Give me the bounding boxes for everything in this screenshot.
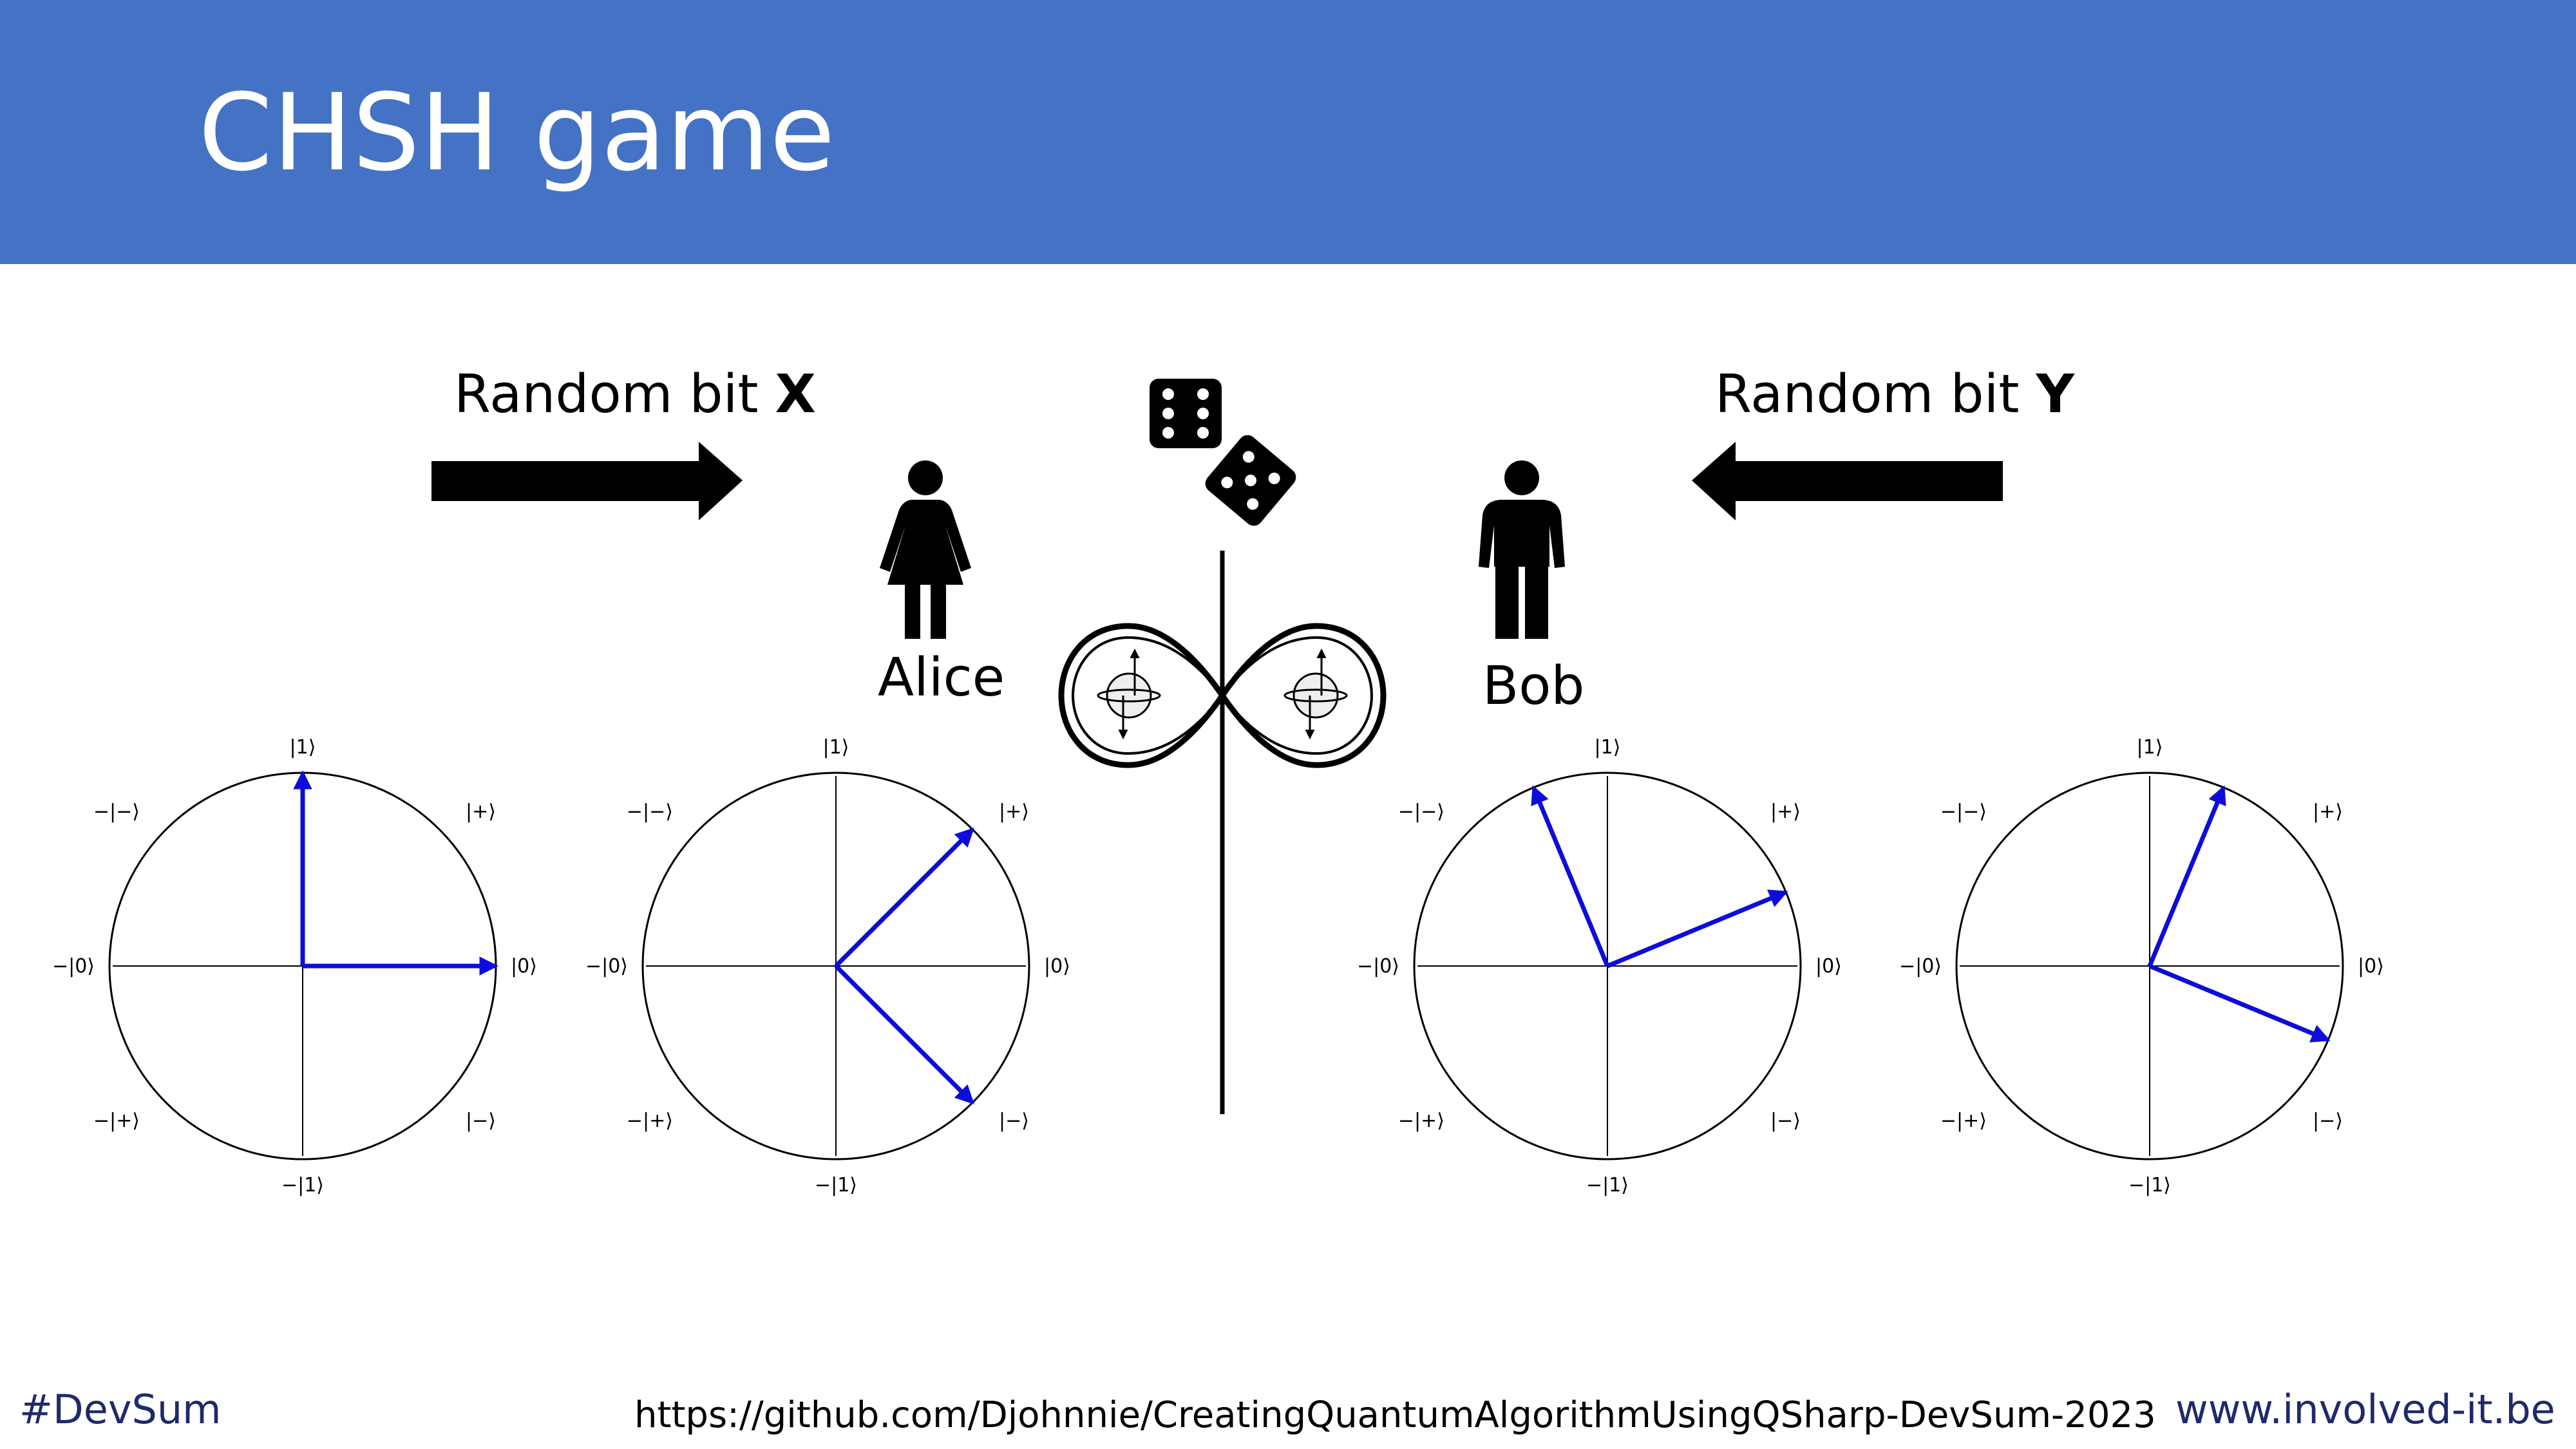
arrow-right-icon (431, 442, 743, 520)
basis-vector-2 (1531, 785, 1610, 967)
slide-title: CHSH game (198, 71, 835, 194)
footer-website[interactable]: www.involved-it.be (2175, 1386, 2555, 1433)
state-label-one: |1⟩ (290, 736, 316, 759)
dice-icon (1150, 379, 1296, 526)
state-label-zero: |0⟩ (2358, 955, 2384, 978)
man-icon (1479, 460, 1565, 639)
basis-diagram-2: |1⟩ −|1⟩ |0⟩ −|0⟩ |+⟩ −|−⟩ |−⟩ −|+⟩ (585, 736, 1070, 1197)
state-label-neg-minus: −|−⟩ (93, 800, 140, 823)
unit-circle (641, 772, 1030, 1160)
state-label-neg-plus: −|+⟩ (93, 1110, 140, 1132)
bob-input-prefix: Random bit (1715, 364, 2036, 425)
alice-input-label: Random bit X (454, 364, 816, 425)
state-label-zero: |0⟩ (1815, 955, 1842, 978)
unit-circle (1413, 772, 1802, 1160)
state-label-neg-zero: −|0⟩ (52, 955, 95, 978)
state-label-neg-minus: −|−⟩ (627, 800, 673, 823)
state-label-neg-minus: −|−⟩ (1940, 800, 1987, 823)
bob-input-label: Random bit Y (1715, 364, 2074, 425)
state-label-plus: |+⟩ (2313, 800, 2343, 823)
arrow-left-icon (1692, 442, 2003, 520)
basis-vector-2 (834, 964, 974, 1104)
unit-circle (1955, 772, 2344, 1160)
entanglement-icon (1058, 623, 1387, 768)
alice-input-bit: X (775, 364, 816, 425)
state-label-one: |1⟩ (823, 736, 849, 759)
state-label-neg-plus: −|+⟩ (1940, 1110, 1987, 1132)
bob-input-bit: Y (2036, 364, 2074, 425)
state-label-plus: |+⟩ (466, 800, 496, 823)
footer-hashtag-text: #DevSum (19, 1386, 222, 1433)
basis-diagram-4: |1⟩ −|1⟩ |0⟩ −|0⟩ |+⟩ −|−⟩ |−⟩ −|+⟩ (1899, 736, 2384, 1197)
alice-name: Alice (878, 647, 1005, 708)
basis-vector-1 (2147, 785, 2226, 967)
state-label-minus: |−⟩ (1770, 1110, 1801, 1132)
state-label-neg-zero: −|0⟩ (585, 955, 628, 978)
footer-hashtag: #DevSum (19, 1386, 222, 1433)
state-label-minus: |−⟩ (999, 1110, 1029, 1132)
basis-diagram-3: |1⟩ −|1⟩ |0⟩ −|0⟩ |+⟩ −|−⟩ |−⟩ −|+⟩ (1357, 736, 1842, 1197)
basis-vector-1 (1606, 889, 1788, 969)
basis-vector-1 (834, 828, 974, 968)
basis-diagram-1: |1⟩ −|1⟩ |0⟩ −|0⟩ |+⟩ −|−⟩ |−⟩ −|+⟩ (52, 736, 537, 1197)
basis-vector-2 (2148, 963, 2331, 1043)
footer-repo-url[interactable]: https://github.com/Djohnnie/CreatingQuan… (634, 1394, 2156, 1436)
state-label-neg-one: −|1⟩ (2128, 1174, 2171, 1197)
bob-name: Bob (1482, 656, 1585, 717)
state-label-neg-plus: −|+⟩ (1398, 1110, 1444, 1132)
state-label-minus: |−⟩ (2313, 1110, 2343, 1132)
state-label-zero: |0⟩ (511, 955, 537, 978)
alice-input-prefix: Random bit (454, 364, 775, 425)
state-label-neg-one: −|1⟩ (281, 1174, 324, 1197)
state-label-one: |1⟩ (1595, 736, 1621, 759)
state-label-neg-one: −|1⟩ (815, 1174, 857, 1197)
state-label-neg-zero: −|0⟩ (1899, 955, 1942, 978)
state-label-one: |1⟩ (2137, 736, 2163, 759)
state-label-zero: |0⟩ (1044, 955, 1070, 978)
state-label-minus: |−⟩ (466, 1110, 496, 1132)
state-label-neg-minus: −|−⟩ (1398, 800, 1444, 823)
state-label-plus: |+⟩ (1770, 800, 1801, 823)
state-label-neg-zero: −|0⟩ (1357, 955, 1399, 978)
title-bar: CHSH game (0, 0, 2576, 264)
woman-icon (880, 460, 971, 639)
state-label-plus: |+⟩ (999, 800, 1029, 823)
state-label-neg-plus: −|+⟩ (627, 1110, 673, 1132)
state-label-neg-one: −|1⟩ (1586, 1174, 1629, 1197)
